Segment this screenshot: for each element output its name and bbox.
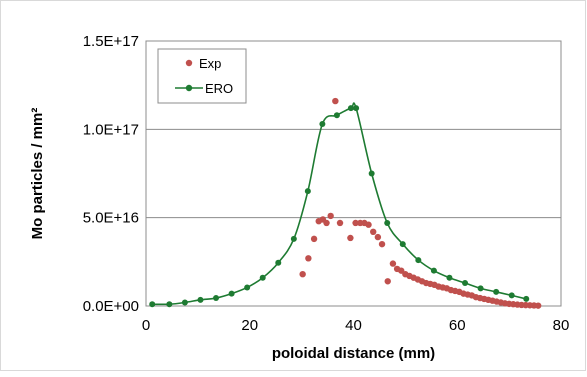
legend-exp-marker xyxy=(185,59,193,67)
y-tick-label: 0.0E+00 xyxy=(83,298,139,315)
exp-point xyxy=(374,233,382,241)
ero-point xyxy=(523,295,530,302)
x-tick-label: 0 xyxy=(142,317,150,334)
series-exp xyxy=(299,97,542,309)
y-axis-label: Mo particles / mm² xyxy=(29,108,46,240)
legend-exp-label: Exp xyxy=(199,56,221,71)
ero-point xyxy=(399,241,406,248)
legend-ero-marker xyxy=(185,84,193,92)
ero-point xyxy=(368,170,375,177)
ero-line xyxy=(152,102,527,306)
ero-point xyxy=(275,259,282,266)
ero-point xyxy=(166,301,173,308)
x-tick-label: 80 xyxy=(553,317,570,334)
ero-point xyxy=(430,267,437,274)
ero-point xyxy=(493,288,500,295)
exp-point xyxy=(327,212,334,220)
ero-point xyxy=(333,112,340,119)
ero-point xyxy=(259,274,266,281)
ero-point xyxy=(477,285,484,292)
ero-point xyxy=(462,280,469,287)
ero-point xyxy=(446,274,453,281)
ero-point xyxy=(347,105,354,112)
exp-point xyxy=(398,267,405,274)
ero-point xyxy=(290,235,297,242)
plot-area-border xyxy=(145,40,562,307)
exp-point xyxy=(389,260,397,267)
legend: Exp ERO xyxy=(157,48,247,104)
legend-box xyxy=(157,48,247,104)
ero-point xyxy=(213,295,220,302)
x-axis-label: poloidal distance (mm) xyxy=(272,345,435,362)
y-tick-label: 1.0E+17 xyxy=(83,121,139,138)
exp-point xyxy=(352,219,359,227)
x-tick-label: 60 xyxy=(449,317,466,334)
exp-point xyxy=(332,97,339,105)
ero-point xyxy=(181,299,188,306)
y-tick-label: 1.5E+17 xyxy=(83,33,139,50)
exp-point xyxy=(336,219,344,227)
y-tick-labels: 0.0E+00 5.0E+16 1.0E+17 1.5E+17 xyxy=(83,33,139,315)
exp-point xyxy=(299,271,306,278)
ero-point xyxy=(508,292,515,299)
exp-point xyxy=(365,221,372,228)
exp-point xyxy=(370,228,377,235)
ero-point xyxy=(319,121,326,128)
ero-point xyxy=(353,105,360,112)
exp-point xyxy=(378,240,386,248)
exp-point xyxy=(310,235,318,243)
ero-point xyxy=(415,257,422,264)
ero-point xyxy=(228,290,235,297)
exp-point xyxy=(305,255,312,262)
exp-point xyxy=(534,302,542,309)
x-tick-labels: 0 20 40 60 80 xyxy=(142,317,570,334)
ero-point xyxy=(304,188,311,195)
x-tick-label: 20 xyxy=(241,317,258,334)
ero-point xyxy=(197,296,204,303)
x-tick-label: 40 xyxy=(345,317,362,334)
exp-point xyxy=(347,234,354,242)
ero-point xyxy=(244,284,251,291)
series-ero xyxy=(149,102,530,308)
exp-point xyxy=(384,278,391,285)
ero-point xyxy=(384,219,391,226)
y-tick-label: 5.0E+16 xyxy=(83,210,139,227)
exp-point xyxy=(323,219,330,227)
ero-point xyxy=(149,301,156,308)
legend-ero-label: ERO xyxy=(205,81,233,96)
